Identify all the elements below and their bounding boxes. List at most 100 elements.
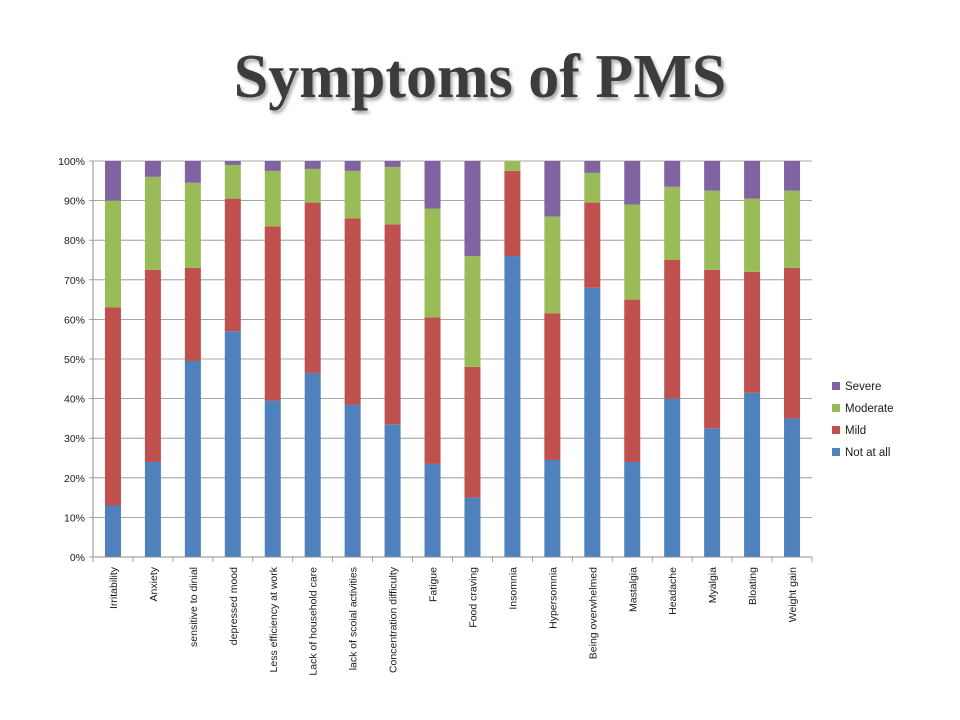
bar-segment-severe (584, 161, 601, 173)
bar-segment-severe (704, 161, 721, 191)
bar-segment-not-at-all (784, 418, 801, 557)
bar-segment-moderate (504, 161, 521, 171)
bar-segment-severe (544, 161, 561, 217)
bar-segment-not-at-all (464, 497, 481, 557)
y-tick-label: 50% (64, 354, 85, 366)
bar-segment-not-at-all (384, 424, 401, 557)
y-tick-label: 60% (64, 314, 85, 326)
bar-segment-moderate (384, 166, 401, 225)
bar-segment-mild (104, 307, 121, 506)
bar-segment-moderate (304, 168, 321, 203)
x-tick-label: Myalgia (707, 567, 719, 603)
legend: Severe Moderate Mild Not at all (832, 381, 894, 459)
bar-segment-not-at-all (104, 505, 121, 557)
bar-segment-mild (344, 218, 361, 405)
x-tick-label: depressed mood (228, 567, 240, 645)
bar-segment-moderate (344, 170, 361, 219)
bar-segment-moderate (144, 176, 161, 270)
x-tick-label: Headache (667, 567, 679, 615)
bar-segment-moderate (624, 204, 641, 300)
bar-segment-mild (184, 267, 201, 361)
bar-segment-not-at-all (224, 331, 241, 557)
bar-segment-moderate (544, 216, 561, 314)
bar-segment-not-at-all (624, 461, 641, 557)
y-tick-label: 10% (64, 512, 85, 524)
legend-label: Mild (845, 425, 866, 437)
bar-segment-mild (424, 317, 441, 464)
x-tick-label: Weight gain (787, 567, 799, 622)
x-tick-label: lack of scoial activities (348, 567, 360, 670)
legend-swatch (832, 426, 840, 434)
bar-segment-moderate (664, 186, 681, 260)
y-tick-label: 20% (64, 473, 85, 485)
bar-segment-severe (304, 161, 321, 169)
x-tick-labels: Irritability Anxiety sensitive to dinial de… (108, 566, 799, 675)
x-tick-label: Mastalgia (627, 567, 639, 612)
bar-segment-severe (744, 161, 761, 199)
bar-segment-severe (624, 161, 641, 205)
legend-item-not-at-all: Not at all (832, 447, 890, 459)
bar-segment-mild (784, 267, 801, 419)
legend-swatch (832, 404, 840, 412)
bar-segment-mild (544, 313, 561, 460)
bar-segment-severe (784, 161, 801, 191)
bar-segment-mild (504, 170, 521, 257)
legend-item-mild: Mild (832, 425, 866, 437)
y-tick-label: 0% (70, 552, 85, 564)
x-tick-label: Concentration difficulty (388, 566, 400, 673)
bar-segment-not-at-all (304, 372, 321, 557)
x-tick-label: Anxiety (148, 566, 160, 601)
x-tick-label: sensitive to dinial (188, 567, 200, 647)
legend-label: Severe (845, 381, 881, 393)
bar-segment-not-at-all (264, 400, 281, 557)
bar-segment-severe (464, 161, 481, 257)
legend-item-severe: Severe (832, 381, 881, 393)
bar-segment-moderate (704, 190, 721, 270)
x-tick-label: Insomnia (507, 567, 519, 610)
x-tick-label: Fatigue (428, 567, 440, 602)
x-tick-label: Being overwhelmed (587, 567, 599, 659)
bar-segment-not-at-all (584, 287, 601, 557)
legend-item-moderate: Moderate (832, 403, 894, 415)
bar-segment-moderate (104, 200, 121, 308)
bar-segment-moderate (184, 182, 201, 268)
legend-swatch (832, 382, 840, 390)
bar-segment-not-at-all (344, 404, 361, 557)
bar-segment-moderate (584, 172, 601, 203)
x-tick-label: Food craving (467, 567, 479, 628)
x-tick-label: Bloating (747, 567, 759, 605)
bar-segment-mild (384, 224, 401, 425)
y-tick-label: 70% (64, 275, 85, 287)
bar-segment-severe (104, 161, 121, 201)
x-tick-label: Less efficiency at work (268, 566, 280, 672)
bar-segment-not-at-all (504, 256, 521, 557)
bar-segment-not-at-all (424, 463, 441, 557)
bar-segment-moderate (784, 190, 801, 268)
bar-segment-severe (224, 161, 241, 165)
bar-segment-mild (264, 226, 281, 401)
bar-segment-mild (744, 271, 761, 393)
bar-segment-mild (584, 202, 601, 288)
bar-segment-severe (664, 161, 681, 187)
y-tick-label: 100% (58, 156, 85, 168)
y-tick-label: 80% (64, 235, 85, 247)
legend-label: Moderate (845, 403, 894, 415)
y-tick-label: 90% (64, 196, 85, 208)
bar-segment-moderate (264, 170, 281, 227)
bar-segment-not-at-all (744, 392, 761, 557)
bar-segment-moderate (424, 208, 441, 318)
x-tick-label: Lack of household care (308, 567, 320, 676)
bar-segment-not-at-all (184, 360, 201, 557)
bar-segment-moderate (744, 198, 761, 272)
bar-segment-not-at-all (664, 398, 681, 557)
bar-segment-mild (624, 299, 641, 462)
bar-segment-not-at-all (704, 428, 721, 557)
bar-segment-mild (224, 198, 241, 332)
y-tick-label: 40% (64, 394, 85, 406)
bar-segment-severe (384, 161, 401, 167)
bar-segment-mild (144, 269, 161, 462)
slide-title: Symptoms of PMS (233, 43, 727, 111)
axes (92, 161, 813, 562)
bar-segment-not-at-all (544, 459, 561, 557)
